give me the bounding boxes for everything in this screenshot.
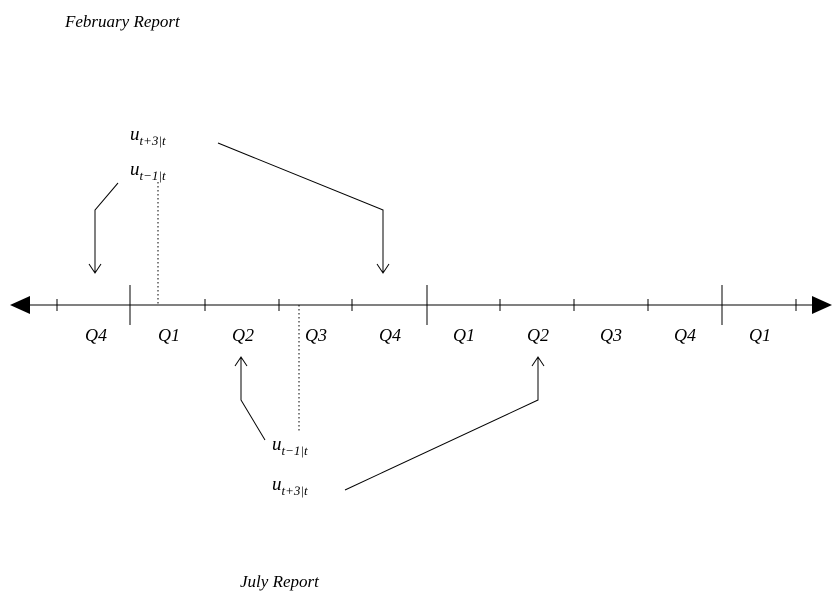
july-title: July Report: [240, 572, 320, 591]
february-title: February Report: [64, 12, 181, 31]
quarter-labels: Q4 Q1 Q2 Q3 Q4 Q1 Q2 Q3 Q4 Q1: [85, 325, 771, 345]
quarter-label: Q1: [158, 325, 180, 345]
quarter-label: Q4: [379, 325, 401, 345]
quarter-label: Q2: [232, 325, 254, 345]
minor-ticks: [56, 299, 797, 311]
label: ut+3|t: [130, 124, 166, 148]
connector: [217, 142, 384, 272]
arrow-right: [812, 296, 832, 314]
year-ticks: [129, 285, 723, 325]
label: ut−1|t: [130, 159, 166, 183]
quarter-label: Q1: [453, 325, 475, 345]
arrow-left: [10, 296, 30, 314]
quarter-label: Q3: [305, 325, 327, 345]
connector: [344, 358, 539, 491]
arrowhead: [88, 263, 102, 274]
quarter-label: Q4: [85, 325, 107, 345]
arrowhead: [376, 263, 390, 274]
label: ut+3|t: [272, 474, 308, 498]
quarter-label: Q2: [527, 325, 549, 345]
quarter-label: Q4: [674, 325, 696, 345]
quarter-label: Q1: [749, 325, 771, 345]
label: ut−1|t: [272, 434, 308, 458]
connector: [94, 182, 119, 272]
quarter-label: Q3: [600, 325, 622, 345]
axis: [10, 285, 832, 325]
connector: [240, 358, 266, 441]
arrowhead: [234, 356, 248, 367]
arrowhead: [531, 356, 545, 367]
